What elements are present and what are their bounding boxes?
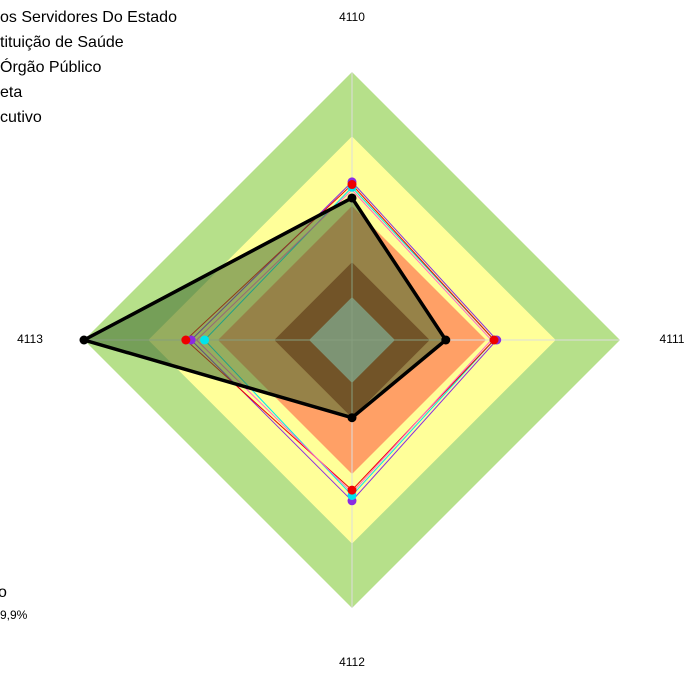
axis-label: 4112 [339,655,365,669]
series-point [441,335,451,345]
series-point [347,413,357,423]
series-point [181,335,191,345]
legend-label: Órgão Público [0,57,101,76]
legend-label: tituição de Saúde [0,34,124,51]
series-point [347,485,357,495]
legend-label: cutivo [0,109,42,126]
axis-label: 4113 [17,332,43,346]
axis-label: 4111 [660,332,685,346]
series-point [347,193,357,203]
series-point [79,335,89,345]
annotation: o [0,584,7,601]
series-point [347,180,357,190]
series-point [200,335,210,345]
series-point [489,335,499,345]
annotation: 9,9% [0,608,28,622]
legend-label: eta [0,84,22,101]
axis-label: 4110 [339,10,365,24]
legend-label: os Servidores Do Estado [0,9,177,26]
